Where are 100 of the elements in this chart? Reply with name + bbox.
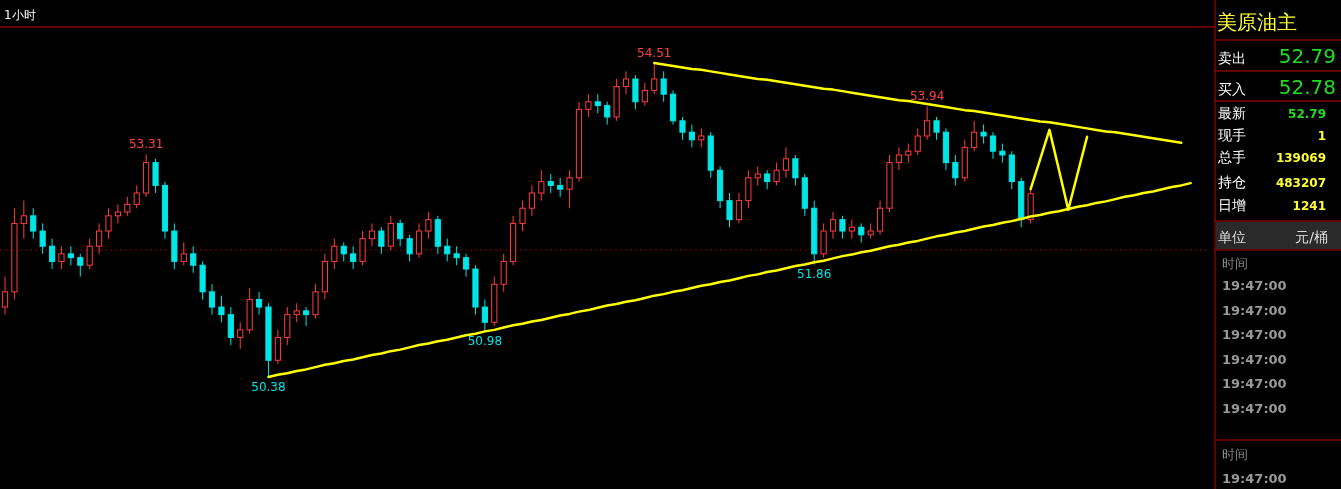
candlestick: [96, 222, 103, 255]
candlestick: [86, 238, 93, 270]
candlestick: [566, 169, 573, 209]
annotation: 53.94: [909, 89, 945, 104]
text: 139069: [1275, 151, 1326, 165]
candlestick: [218, 295, 225, 323]
candlestick: [1, 276, 9, 316]
candlestick: [190, 245, 197, 274]
text: 52.79: [1288, 107, 1326, 121]
candlestick: [829, 211, 837, 240]
candlestick: [274, 329, 281, 365]
candlestick: [340, 241, 347, 262]
candlestick: [124, 196, 131, 217]
candlestick: [20, 200, 27, 240]
text: 19:47:00: [1222, 401, 1287, 416]
text: 19:47:00: [1222, 471, 1287, 486]
candlestick: [462, 253, 470, 278]
candlestick: [528, 184, 536, 217]
candlestick: [858, 222, 865, 243]
candlestick: [453, 245, 460, 266]
candlestick: [359, 230, 366, 266]
candlestick: [397, 219, 404, 247]
candlestick: [980, 124, 987, 145]
candlestick: [698, 127, 705, 148]
text: 19:47:00: [1222, 376, 1287, 391]
candlestick: [764, 169, 771, 190]
text: 时间: [1222, 447, 1248, 462]
candlestick: [406, 234, 413, 262]
candlestick: [208, 283, 216, 316]
annotation: 50.98: [467, 334, 503, 349]
candlestick: [905, 143, 912, 164]
candlestick: [971, 120, 978, 152]
candlestick: [415, 222, 423, 259]
candlestick: [114, 203, 121, 224]
candlestick: [585, 93, 592, 118]
annotation: 51.86: [797, 267, 832, 282]
candlestick: [67, 245, 74, 266]
candlestick: [914, 127, 921, 156]
candlestick: [622, 70, 630, 95]
candlestick: [105, 207, 112, 240]
candlestick: [227, 306, 234, 346]
candlestick: [444, 238, 451, 262]
candlestick: [688, 124, 695, 148]
text: 1: [1317, 129, 1326, 143]
annotation: 53.31: [128, 137, 164, 152]
candlestick: [594, 93, 601, 114]
candlestick: [876, 200, 884, 236]
candlestick: [641, 82, 648, 107]
candlestick: [773, 162, 780, 186]
candlestick: [538, 169, 545, 202]
candlestick: [312, 283, 319, 319]
candlestick: [547, 173, 554, 194]
candlestick: [303, 306, 310, 327]
candlestick: [782, 146, 790, 179]
candlestick: [933, 116, 940, 141]
candlestick: [133, 184, 140, 209]
candlestick: [237, 321, 244, 350]
candlestick: [924, 105, 931, 141]
candlestick: [839, 215, 846, 240]
candlestick: [48, 238, 56, 270]
annotation: 50.38: [251, 380, 286, 394]
candlestick: [255, 291, 263, 316]
candlestick: [481, 298, 488, 332]
text: 52.79: [1278, 44, 1336, 68]
text: 483207: [1275, 176, 1326, 190]
candlestick: [180, 241, 187, 266]
text: 持仓: [1218, 174, 1246, 190]
candlestick: [519, 200, 526, 232]
text: 卖出: [1218, 50, 1246, 66]
candlestick: [152, 158, 159, 194]
candlestick: [331, 238, 338, 270]
candlestick: [284, 306, 291, 346]
candlestick: [500, 253, 507, 293]
candlestick: [820, 222, 827, 259]
candlestick: [651, 62, 658, 95]
candlestick: [557, 177, 564, 198]
candlestick: [425, 211, 432, 240]
annotation: 54.51: [637, 46, 672, 60]
text: 元/桶: [1295, 229, 1328, 245]
candlestick: [754, 165, 761, 186]
candlestick: [30, 207, 37, 240]
candlestick: [952, 154, 959, 186]
candlestick: [368, 222, 376, 247]
candlestick: [895, 146, 902, 171]
candlestick: [293, 302, 300, 323]
candlestick: [387, 215, 394, 251]
candlestick: [848, 219, 855, 240]
text: 时间: [1222, 256, 1248, 271]
candlestick: [378, 226, 385, 255]
candlestick: [350, 245, 357, 270]
text: 现手: [1218, 127, 1246, 143]
candlestick: [58, 245, 65, 270]
text: 19:47:00: [1222, 352, 1287, 367]
candlestick: [39, 222, 46, 255]
candlestick: [735, 192, 743, 224]
candlestick: [726, 192, 733, 228]
text: 19:47:00: [1222, 303, 1287, 318]
text: 单位: [1218, 229, 1246, 245]
candlestick: [679, 116, 686, 141]
text: 52.78: [1278, 75, 1336, 99]
